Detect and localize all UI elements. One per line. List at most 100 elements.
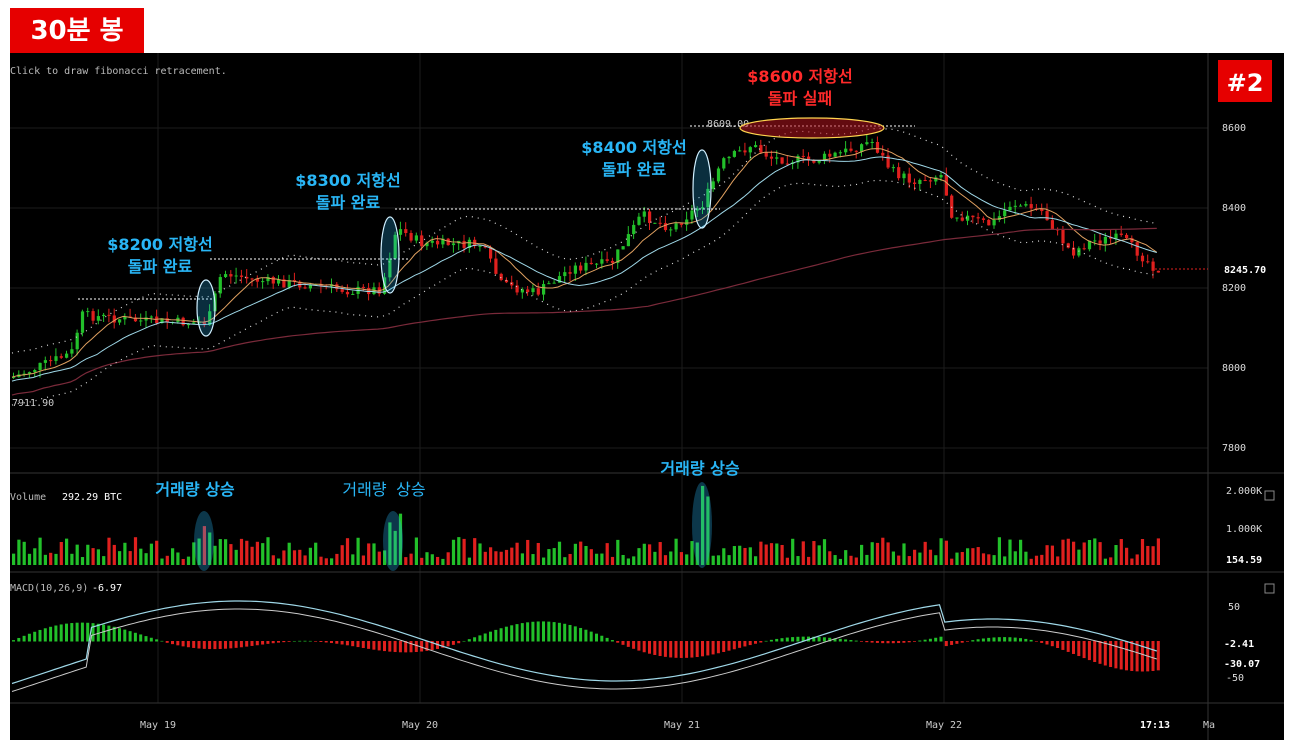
macd-bar xyxy=(573,626,577,642)
candle-body xyxy=(54,356,58,361)
volume-bar xyxy=(992,555,996,565)
candle-body xyxy=(1146,261,1150,263)
macd-bar xyxy=(579,627,583,642)
volume-bar xyxy=(345,538,350,565)
macd-bar xyxy=(319,641,323,642)
candle-body xyxy=(542,284,546,295)
macd-bar xyxy=(997,637,1001,642)
candle-body xyxy=(515,285,519,293)
candle-body xyxy=(579,265,583,271)
macd-bar xyxy=(107,625,111,642)
candle-body xyxy=(1119,233,1123,235)
volume-bar xyxy=(557,541,562,565)
macd-bar xyxy=(727,641,731,651)
volume-bar xyxy=(1050,545,1054,565)
candle-body xyxy=(642,211,646,217)
candle-body xyxy=(218,277,222,294)
macd-bar xyxy=(451,641,455,645)
macd-bar xyxy=(186,641,190,648)
candle-body xyxy=(441,238,445,245)
volume-bar xyxy=(504,549,509,565)
macd-bar xyxy=(1151,641,1155,671)
breakout-ellipse xyxy=(380,216,400,294)
volume-bar xyxy=(17,539,21,565)
volume-bar xyxy=(1156,538,1160,565)
macd-bar xyxy=(939,636,943,642)
volume-bar xyxy=(86,544,90,565)
volume-bar xyxy=(266,537,270,565)
volume-bar xyxy=(875,542,880,565)
macd-bar xyxy=(637,641,641,651)
macd-bar xyxy=(287,641,291,642)
candle-body xyxy=(743,150,747,153)
price-tick: 7800 xyxy=(1222,443,1246,454)
volume-bar xyxy=(950,558,954,565)
volume-bar xyxy=(494,551,498,565)
macd-bar xyxy=(754,641,757,644)
candle-body xyxy=(1072,247,1076,256)
macd-tick: -50 xyxy=(1226,673,1244,684)
macd-bar xyxy=(504,626,508,642)
volume-bar xyxy=(669,551,673,565)
close-macd-icon[interactable] xyxy=(1264,583,1275,594)
candle-body xyxy=(335,284,339,290)
macd-bar xyxy=(308,640,312,642)
time-label-partial: Ma xyxy=(1203,720,1215,731)
candle-body xyxy=(658,222,662,224)
volume-bar xyxy=(1040,554,1044,565)
volume-bar xyxy=(330,558,334,565)
macd-line xyxy=(11,600,1157,685)
volume-label: Volume xyxy=(10,492,46,503)
macd-bar xyxy=(65,623,68,642)
volume-bar xyxy=(807,556,811,565)
macd-bar xyxy=(33,631,37,642)
macd-bar xyxy=(202,641,206,649)
candle-body xyxy=(632,224,636,235)
volume-bar xyxy=(1114,545,1118,565)
candle-body xyxy=(547,283,551,285)
volume-bar xyxy=(430,554,434,565)
volume-bar xyxy=(531,554,535,565)
volume-bar xyxy=(250,546,254,565)
macd-bar xyxy=(642,641,646,653)
macd-bar xyxy=(1103,641,1107,666)
price-chart[interactable]: Click to draw fibonacci retracement. 860… xyxy=(10,53,1284,740)
lower-band xyxy=(11,179,1157,406)
volume-bar xyxy=(425,552,429,565)
volume-bar xyxy=(844,550,848,565)
macd-bar xyxy=(849,640,853,642)
volume-bar xyxy=(775,543,779,565)
volume-highlight xyxy=(194,511,214,571)
volume-bar xyxy=(695,542,699,565)
annotation-8600-line1: $8600 저항선 xyxy=(747,67,852,86)
ma-medium xyxy=(11,156,1157,382)
volume-bar xyxy=(997,537,1001,565)
volume-bar xyxy=(1024,551,1028,565)
candle-body xyxy=(478,245,482,247)
volume-bar xyxy=(743,547,747,565)
chart-canvas[interactable]: Click to draw fibonacci retracement. 860… xyxy=(10,53,1284,740)
macd-bar xyxy=(658,641,662,657)
macd-bar xyxy=(1056,641,1060,649)
macd-bar xyxy=(49,626,53,642)
close-volume-icon[interactable] xyxy=(1264,490,1275,501)
volume-bar xyxy=(828,551,832,565)
candle-body xyxy=(351,293,355,295)
macd-bar xyxy=(828,637,832,642)
candle-body xyxy=(155,316,159,324)
fib-hint: Click to draw fibonacci retracement. xyxy=(10,66,227,77)
volume-bar xyxy=(1008,539,1012,565)
candle-body xyxy=(255,278,259,282)
candle-body xyxy=(738,150,742,152)
macd-bar xyxy=(854,640,858,642)
macd-bar xyxy=(987,637,991,642)
volume-bar xyxy=(393,530,397,565)
macd-bar xyxy=(557,622,561,642)
volume-bar xyxy=(1146,545,1150,565)
candle-body xyxy=(854,150,858,152)
candle-body xyxy=(568,272,572,274)
breakout-ellipse xyxy=(692,149,712,229)
macd-bar xyxy=(123,629,127,642)
macd-bar xyxy=(75,622,79,642)
candle-body xyxy=(80,311,85,333)
